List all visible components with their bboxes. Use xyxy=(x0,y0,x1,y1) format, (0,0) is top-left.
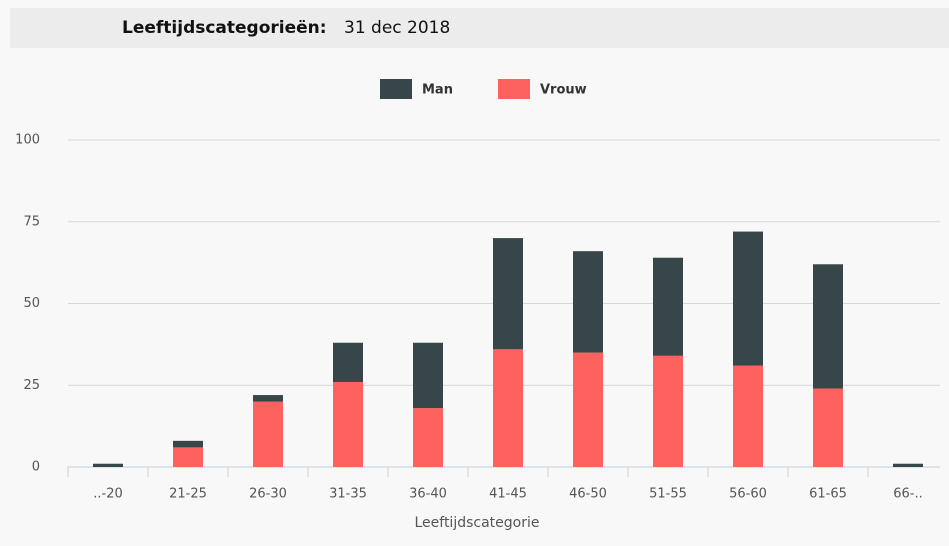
y-tick-label: 50 xyxy=(23,296,40,311)
x-tick-label: 21-25 xyxy=(169,487,207,502)
bar-segment xyxy=(893,463,923,467)
bar-segment xyxy=(173,440,203,448)
bar-segment xyxy=(813,264,843,389)
x-tick-label: 46-50 xyxy=(569,487,607,502)
bar-segment xyxy=(333,381,363,467)
x-tick-label: 61-65 xyxy=(809,487,847,502)
y-tick-label: 75 xyxy=(23,214,40,229)
bar-segment xyxy=(333,342,363,382)
x-tick-label: 51-55 xyxy=(649,487,687,502)
legend-swatch xyxy=(498,79,530,99)
x-tick-label: 26-30 xyxy=(249,487,287,502)
legend-label: Man xyxy=(422,83,453,98)
x-tick-label: 66-.. xyxy=(893,487,923,502)
x-tick-label: ..-20 xyxy=(93,487,123,502)
bar-segment xyxy=(253,395,283,402)
bar-segment xyxy=(93,463,123,467)
x-tick-label: 41-45 xyxy=(489,487,527,502)
chart-subtitle: 31 dec 2018 xyxy=(344,18,451,38)
bar-segment xyxy=(413,342,443,409)
y-tick-label: 25 xyxy=(23,378,40,393)
x-tick-label: 36-40 xyxy=(409,487,447,502)
bar-segment xyxy=(733,231,763,366)
y-tick-label: 100 xyxy=(15,133,40,148)
header: Leeftijdscategorieën: 31 dec 2018 xyxy=(10,8,949,48)
bar-segment xyxy=(573,352,603,467)
x-tick-label: 56-60 xyxy=(729,487,767,502)
bar-segment xyxy=(573,251,603,353)
x-tick-label: 31-35 xyxy=(329,487,367,502)
bar-segment xyxy=(653,257,683,356)
bar-segment xyxy=(413,408,443,467)
bar-segment xyxy=(493,238,523,350)
legend-swatch xyxy=(380,79,412,99)
bar-segment xyxy=(493,349,523,467)
bar-segment xyxy=(813,388,843,467)
bar-segment xyxy=(173,447,203,467)
chart-title: Leeftijdscategorieën: xyxy=(122,18,327,38)
bar-segment xyxy=(733,365,763,467)
bar-segment xyxy=(253,401,283,467)
legend-label: Vrouw xyxy=(540,83,587,98)
y-tick-label: 0 xyxy=(32,460,40,475)
bar-segment xyxy=(653,355,683,467)
x-axis-title: Leeftijdscategorie xyxy=(414,515,539,531)
